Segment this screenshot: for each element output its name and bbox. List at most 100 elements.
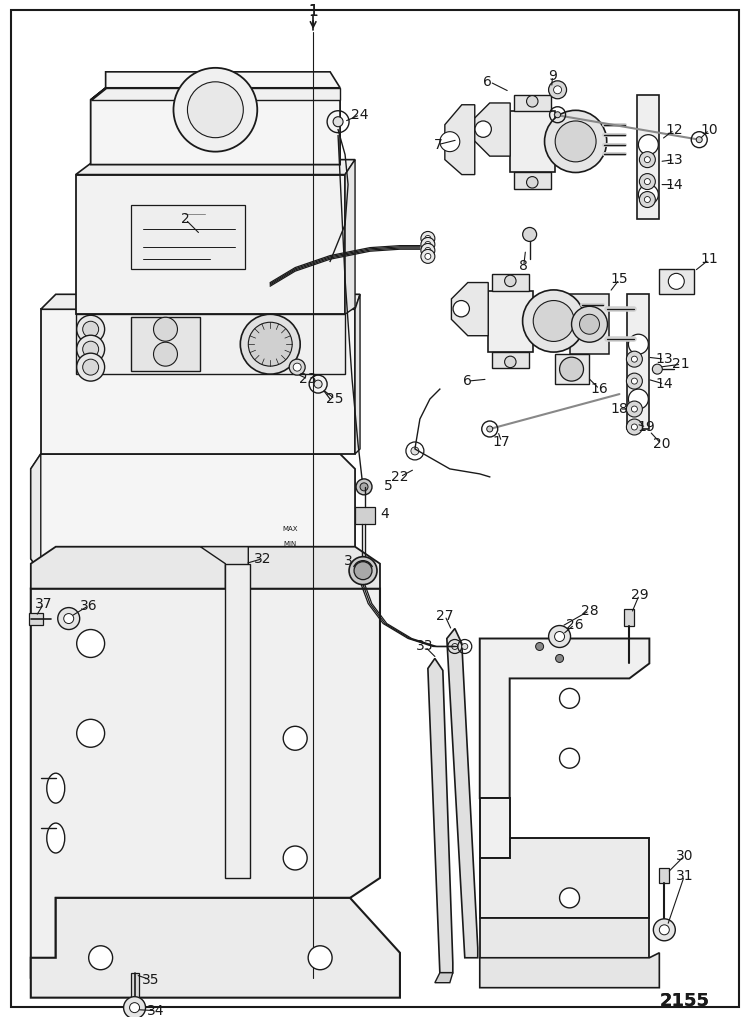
Circle shape bbox=[580, 314, 599, 334]
Polygon shape bbox=[428, 658, 453, 973]
Text: 23: 23 bbox=[299, 372, 317, 386]
Circle shape bbox=[76, 719, 105, 747]
Text: 18: 18 bbox=[610, 403, 628, 416]
Circle shape bbox=[640, 192, 656, 208]
Circle shape bbox=[487, 426, 493, 432]
Polygon shape bbox=[659, 868, 669, 882]
Text: 27: 27 bbox=[436, 608, 454, 623]
Circle shape bbox=[293, 363, 302, 371]
Circle shape bbox=[356, 479, 372, 495]
Polygon shape bbox=[625, 608, 634, 626]
Circle shape bbox=[58, 607, 80, 630]
Circle shape bbox=[462, 643, 468, 649]
Circle shape bbox=[130, 1003, 140, 1013]
Bar bbox=[76, 314, 345, 374]
Text: 8: 8 bbox=[519, 260, 528, 273]
Circle shape bbox=[523, 289, 585, 353]
Polygon shape bbox=[91, 79, 340, 165]
Text: 31: 31 bbox=[676, 869, 693, 882]
Circle shape bbox=[421, 244, 435, 258]
Circle shape bbox=[668, 273, 684, 289]
Circle shape bbox=[82, 341, 99, 358]
Circle shape bbox=[548, 626, 571, 647]
Text: 15: 15 bbox=[610, 272, 628, 286]
Polygon shape bbox=[31, 453, 40, 574]
Text: 1: 1 bbox=[308, 4, 318, 19]
Text: 20: 20 bbox=[652, 437, 670, 451]
Circle shape bbox=[632, 378, 638, 384]
Circle shape bbox=[560, 888, 580, 908]
Circle shape bbox=[560, 358, 584, 381]
Polygon shape bbox=[480, 953, 659, 987]
Polygon shape bbox=[31, 453, 355, 574]
Text: 33: 33 bbox=[416, 640, 434, 653]
Circle shape bbox=[290, 359, 305, 375]
Circle shape bbox=[154, 317, 178, 341]
Circle shape bbox=[632, 406, 638, 412]
Polygon shape bbox=[492, 353, 530, 369]
Text: 17: 17 bbox=[493, 435, 511, 449]
Polygon shape bbox=[355, 506, 375, 524]
Text: 2: 2 bbox=[181, 213, 190, 226]
Text: 22: 22 bbox=[392, 470, 409, 484]
Circle shape bbox=[638, 135, 658, 155]
Polygon shape bbox=[91, 88, 340, 100]
Circle shape bbox=[248, 322, 292, 366]
Polygon shape bbox=[480, 639, 650, 798]
Polygon shape bbox=[480, 918, 650, 958]
Circle shape bbox=[544, 110, 607, 172]
Circle shape bbox=[523, 227, 536, 242]
Circle shape bbox=[572, 307, 608, 342]
Polygon shape bbox=[435, 973, 453, 982]
Polygon shape bbox=[488, 290, 533, 353]
Circle shape bbox=[349, 556, 377, 585]
Circle shape bbox=[556, 654, 563, 662]
Circle shape bbox=[640, 152, 656, 167]
Circle shape bbox=[452, 643, 458, 649]
Text: 13: 13 bbox=[665, 153, 683, 167]
Text: 11: 11 bbox=[700, 253, 718, 266]
Text: 12: 12 bbox=[665, 122, 683, 137]
Polygon shape bbox=[514, 172, 551, 189]
Bar bbox=[130, 973, 139, 998]
Ellipse shape bbox=[46, 773, 64, 803]
Text: 25: 25 bbox=[326, 392, 344, 406]
Polygon shape bbox=[31, 589, 380, 977]
Text: 10: 10 bbox=[700, 122, 718, 137]
Circle shape bbox=[626, 401, 642, 417]
Polygon shape bbox=[200, 547, 248, 589]
Circle shape bbox=[82, 321, 99, 337]
Circle shape bbox=[626, 373, 642, 389]
Circle shape bbox=[76, 354, 105, 381]
Circle shape bbox=[526, 96, 538, 107]
Circle shape bbox=[173, 68, 257, 152]
Circle shape bbox=[314, 380, 322, 388]
Polygon shape bbox=[40, 294, 360, 310]
Polygon shape bbox=[447, 629, 478, 958]
Text: MIN: MIN bbox=[284, 541, 297, 547]
Polygon shape bbox=[40, 310, 355, 453]
Text: 28: 28 bbox=[580, 603, 598, 618]
Text: 2155: 2155 bbox=[659, 991, 710, 1010]
Circle shape bbox=[411, 447, 419, 454]
Polygon shape bbox=[130, 317, 200, 371]
Text: 29: 29 bbox=[631, 588, 648, 601]
Circle shape bbox=[644, 178, 650, 184]
Circle shape bbox=[284, 727, 308, 750]
Circle shape bbox=[124, 997, 146, 1019]
Circle shape bbox=[560, 748, 580, 768]
Polygon shape bbox=[106, 71, 340, 88]
Circle shape bbox=[640, 173, 656, 190]
Circle shape bbox=[560, 689, 580, 708]
Circle shape bbox=[554, 632, 565, 642]
Text: 30: 30 bbox=[676, 849, 693, 863]
Circle shape bbox=[88, 946, 112, 970]
Polygon shape bbox=[659, 269, 694, 294]
Circle shape bbox=[421, 237, 435, 252]
Bar bbox=[28, 612, 43, 625]
Polygon shape bbox=[31, 898, 400, 998]
Circle shape bbox=[421, 250, 435, 263]
Polygon shape bbox=[345, 160, 355, 314]
Circle shape bbox=[632, 357, 638, 362]
Circle shape bbox=[453, 301, 470, 317]
